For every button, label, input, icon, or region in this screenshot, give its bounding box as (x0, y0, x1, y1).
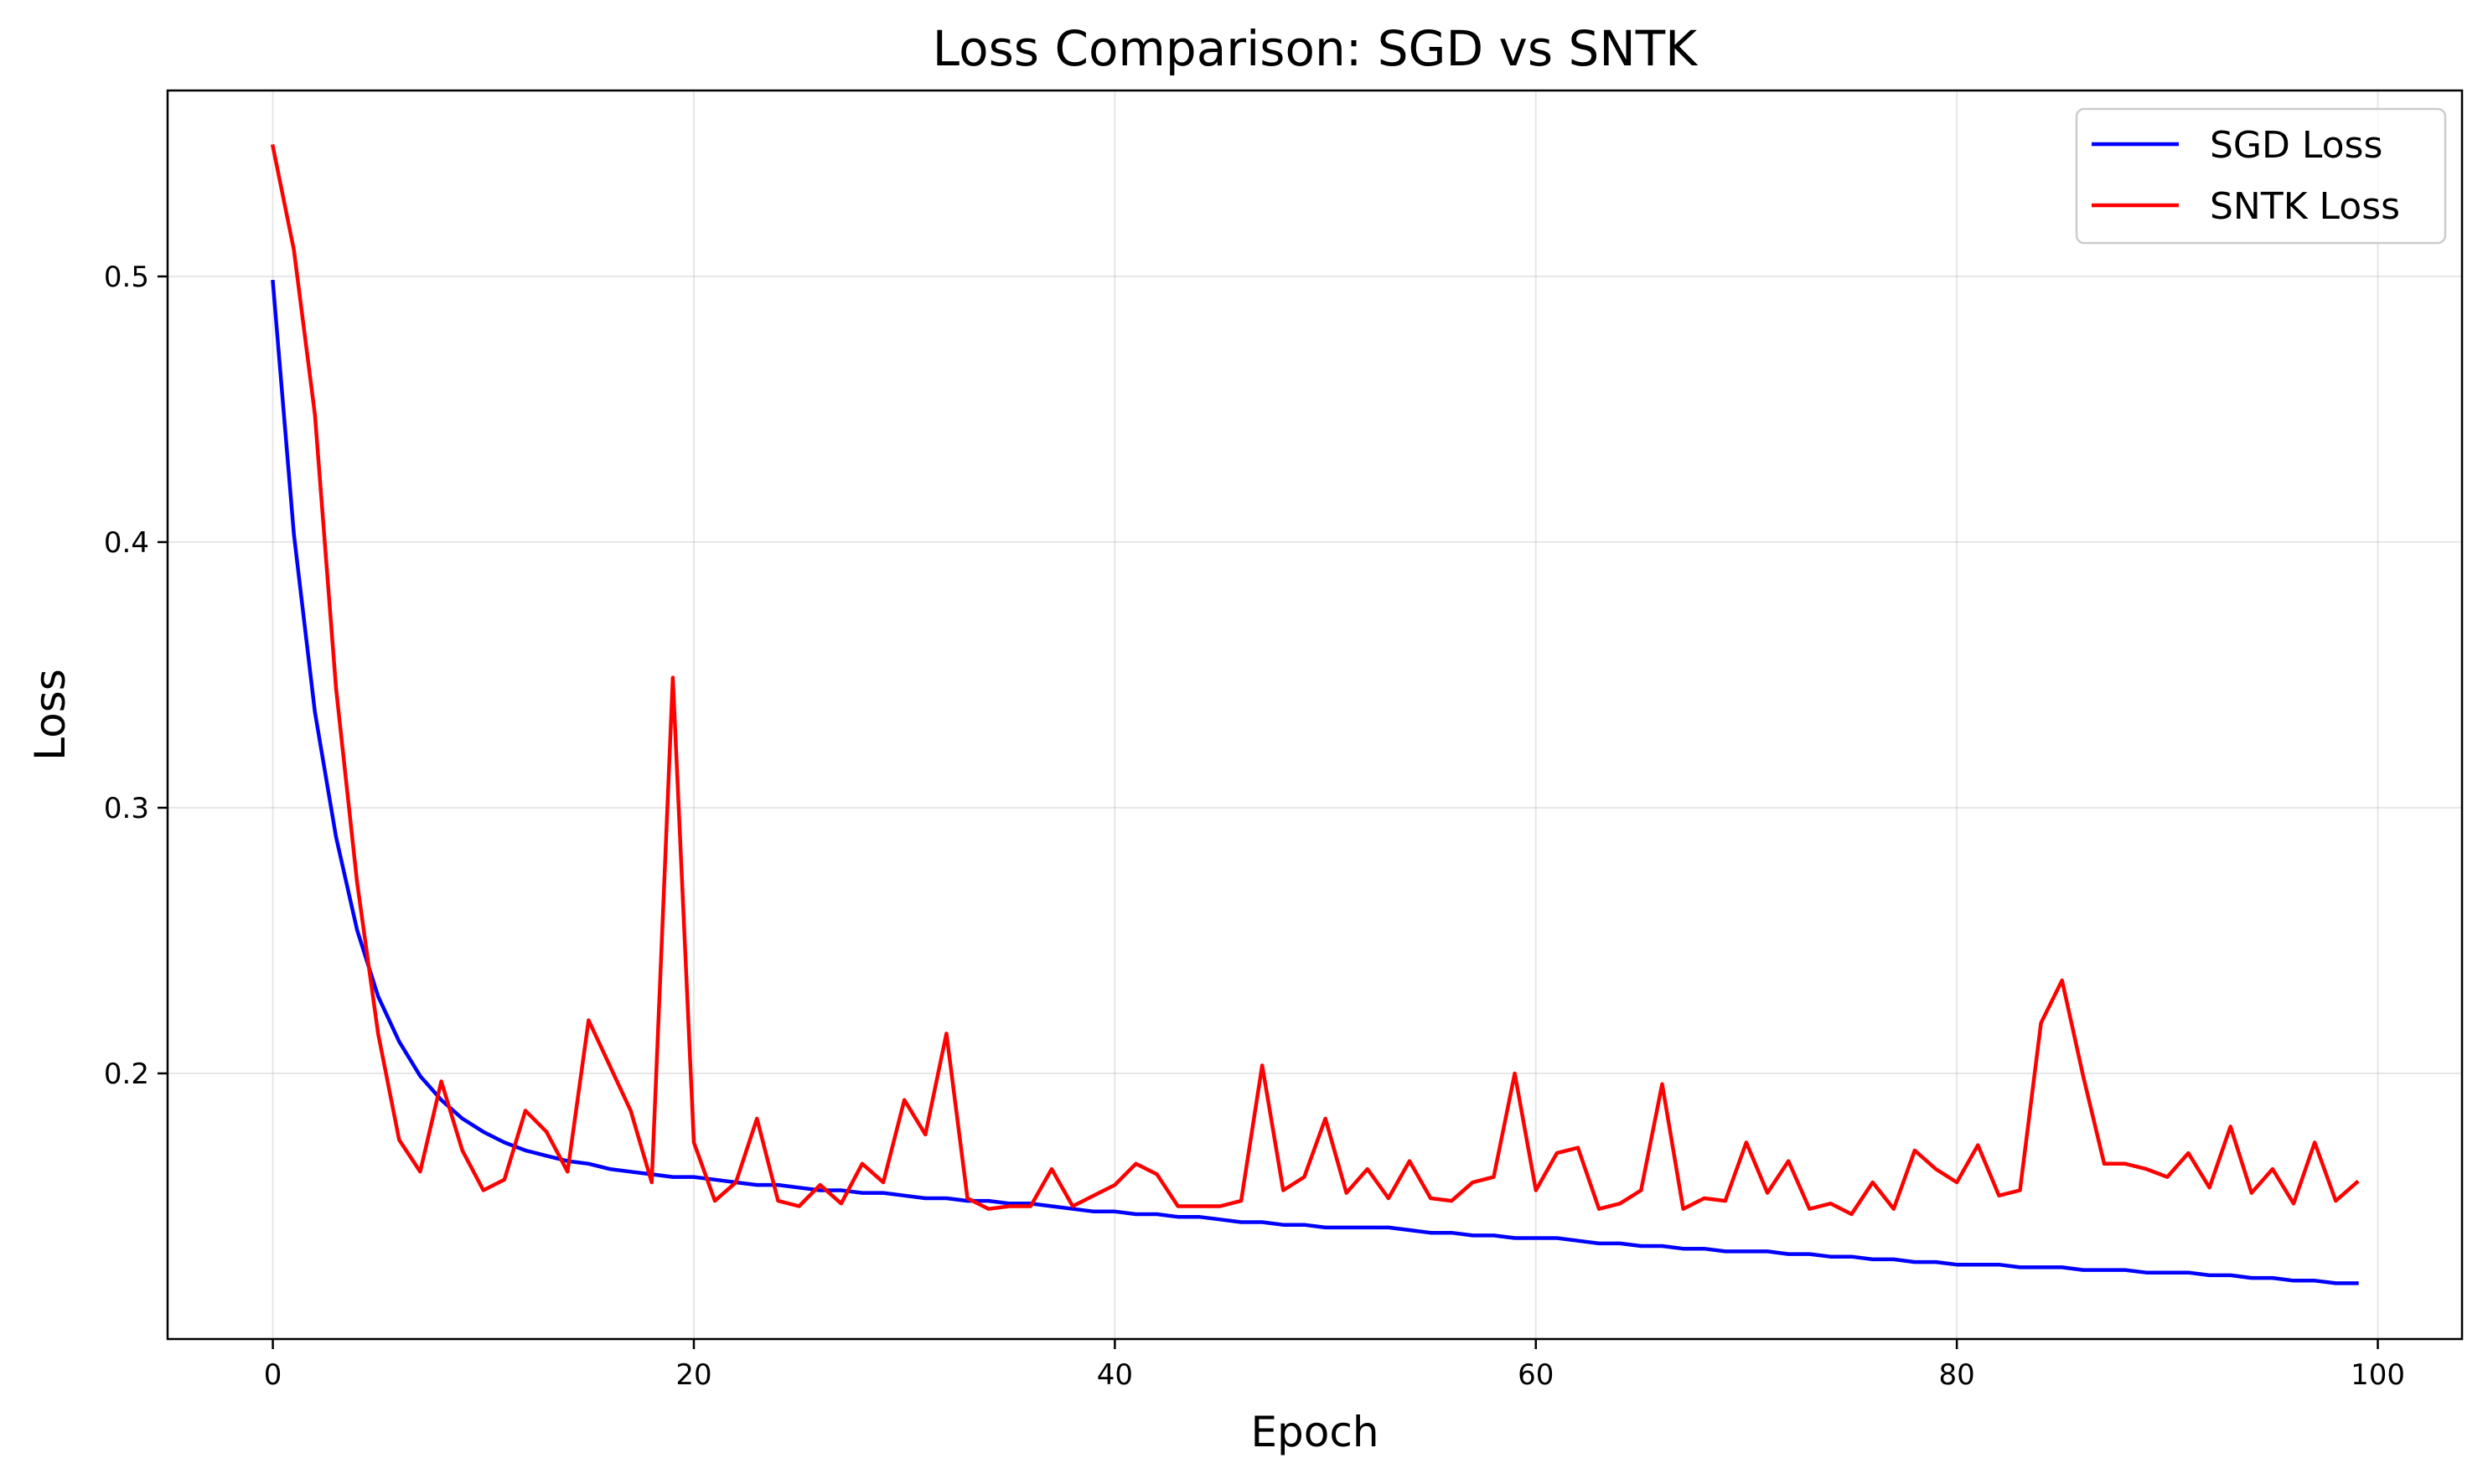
y-tick-label: 0.3 (104, 792, 149, 825)
legend: SGD Loss SNTK Loss (2075, 107, 2447, 245)
plot-frame (166, 89, 2464, 1341)
x-tick-label: 60 (1518, 1358, 1554, 1392)
series-lines (270, 143, 2360, 1285)
y-tick-label: 0.5 (104, 261, 149, 294)
x-tick-label: 0 (264, 1358, 282, 1392)
series-line-sntk-loss (270, 143, 2360, 1217)
y-tick-label: 0.2 (104, 1057, 149, 1091)
x-axis-label: Epoch (1250, 1408, 1378, 1456)
x-tick-label: 80 (1939, 1358, 1975, 1392)
y-axis-label: Loss (26, 669, 75, 761)
legend-label-sgd: SGD Loss (2210, 124, 2382, 167)
axis-ticks: 0 20 40 60 80 100 0.2 0.3 0.4 0.5 (104, 261, 2405, 1392)
series-line-sgd-loss (271, 279, 2359, 1285)
x-tick-label: 20 (675, 1358, 711, 1392)
legend-label-sntk: SNTK Loss (2210, 185, 2400, 228)
grid-lines (168, 90, 2462, 1339)
x-tick-label: 40 (1097, 1358, 1133, 1392)
y-tick-label: 0.4 (104, 526, 149, 560)
x-tick-label: 100 (2351, 1358, 2405, 1392)
chart-title: Loss Comparison: SGD vs SNTK (933, 20, 1699, 77)
